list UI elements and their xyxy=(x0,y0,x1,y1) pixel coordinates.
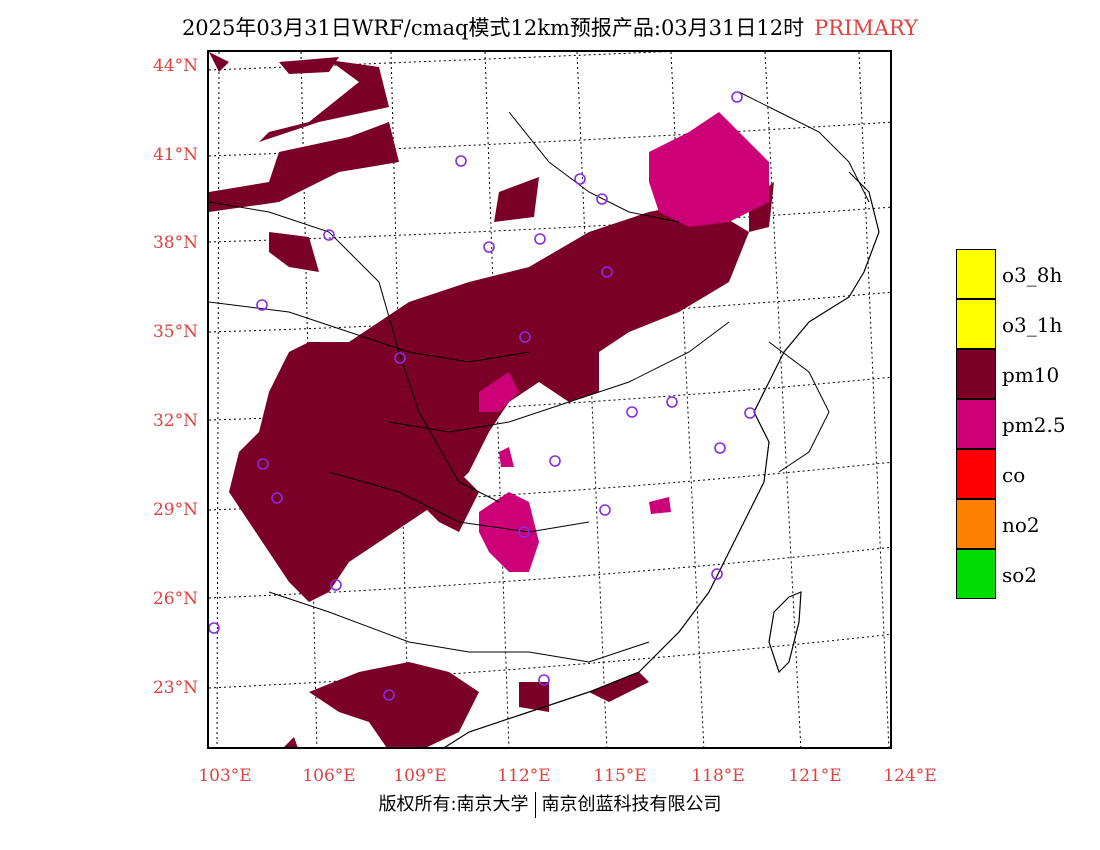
legend-swatch xyxy=(956,549,996,599)
station-marker xyxy=(538,674,550,686)
station-marker xyxy=(519,331,531,343)
lat-label-35: 35°N xyxy=(152,322,198,342)
legend-swatch xyxy=(956,349,996,399)
lat-label-44: 44°N xyxy=(152,56,198,76)
pollutant-map xyxy=(209,52,890,747)
footer-right: 南京创蓝科技有限公司 xyxy=(541,794,722,815)
lon-label-115: 115°E xyxy=(593,766,647,786)
station-marker xyxy=(323,229,335,241)
lon-label-109: 109°E xyxy=(393,766,447,786)
station-marker xyxy=(455,155,467,167)
lat-label-26: 26°N xyxy=(152,589,198,609)
legend-swatch xyxy=(956,399,996,449)
legend-label: o3_1h xyxy=(1002,313,1063,337)
station-marker xyxy=(394,352,406,364)
lon-label-121: 121°E xyxy=(788,766,842,786)
station-marker xyxy=(257,458,269,470)
boundary-lines xyxy=(209,91,870,663)
legend-label: o3_8h xyxy=(1002,263,1063,287)
station-marker xyxy=(549,455,561,467)
legend-swatch xyxy=(956,449,996,499)
map-panel[interactable] xyxy=(207,50,892,749)
lat-label-32: 32°N xyxy=(152,411,198,431)
footer-divider xyxy=(534,792,536,818)
legend-label: no2 xyxy=(1002,513,1040,537)
pm25-region xyxy=(479,112,769,572)
legend-swatch xyxy=(956,499,996,549)
lat-label-38: 38°N xyxy=(152,233,198,253)
footer-left: 版权所有:南京大学 xyxy=(378,794,529,815)
copyright-footer: 版权所有:南京大学 南京创蓝科技有限公司 xyxy=(0,790,1100,818)
station-markers xyxy=(209,91,756,701)
lon-label-118: 118°E xyxy=(691,766,745,786)
station-marker xyxy=(330,579,342,591)
station-marker xyxy=(596,193,608,205)
lon-label-103: 103°E xyxy=(198,766,252,786)
station-marker xyxy=(714,442,726,454)
station-marker xyxy=(711,568,723,580)
station-marker xyxy=(483,241,495,253)
station-marker xyxy=(626,406,638,418)
station-marker xyxy=(271,492,283,504)
lat-label-41: 41°N xyxy=(152,145,198,165)
station-marker xyxy=(731,91,743,103)
station-marker xyxy=(744,407,756,419)
station-marker xyxy=(383,689,395,701)
lat-label-29: 29°N xyxy=(152,500,198,520)
map-title: 2025年03月31日WRF/cmaq模式12km预报产品:03月31日12时 P… xyxy=(0,12,1100,42)
title-tag: PRIMARY xyxy=(814,16,919,40)
legend-label: so2 xyxy=(1002,563,1038,587)
taiwan-outline xyxy=(768,591,802,674)
title-text: 2025年03月31日WRF/cmaq模式12km预报产品:03月31日12时 xyxy=(181,16,805,40)
lon-label-124: 124°E xyxy=(883,766,937,786)
station-marker xyxy=(518,526,530,538)
legend-label: pm10 xyxy=(1002,363,1060,387)
legend-label: pm2.5 xyxy=(1002,413,1066,437)
legend-swatch xyxy=(956,249,996,299)
station-marker xyxy=(599,504,611,516)
station-marker xyxy=(574,173,586,185)
lat-label-23: 23°N xyxy=(152,678,198,698)
lon-label-106: 106°E xyxy=(302,766,356,786)
station-marker xyxy=(209,622,220,634)
station-marker xyxy=(256,299,268,311)
coastline xyxy=(444,171,880,747)
station-marker xyxy=(534,233,546,245)
station-marker xyxy=(601,266,613,278)
lon-label-112: 112°E xyxy=(497,766,551,786)
legend-swatch xyxy=(956,299,996,349)
station-marker xyxy=(666,396,678,408)
legend-label: co xyxy=(1002,463,1026,487)
